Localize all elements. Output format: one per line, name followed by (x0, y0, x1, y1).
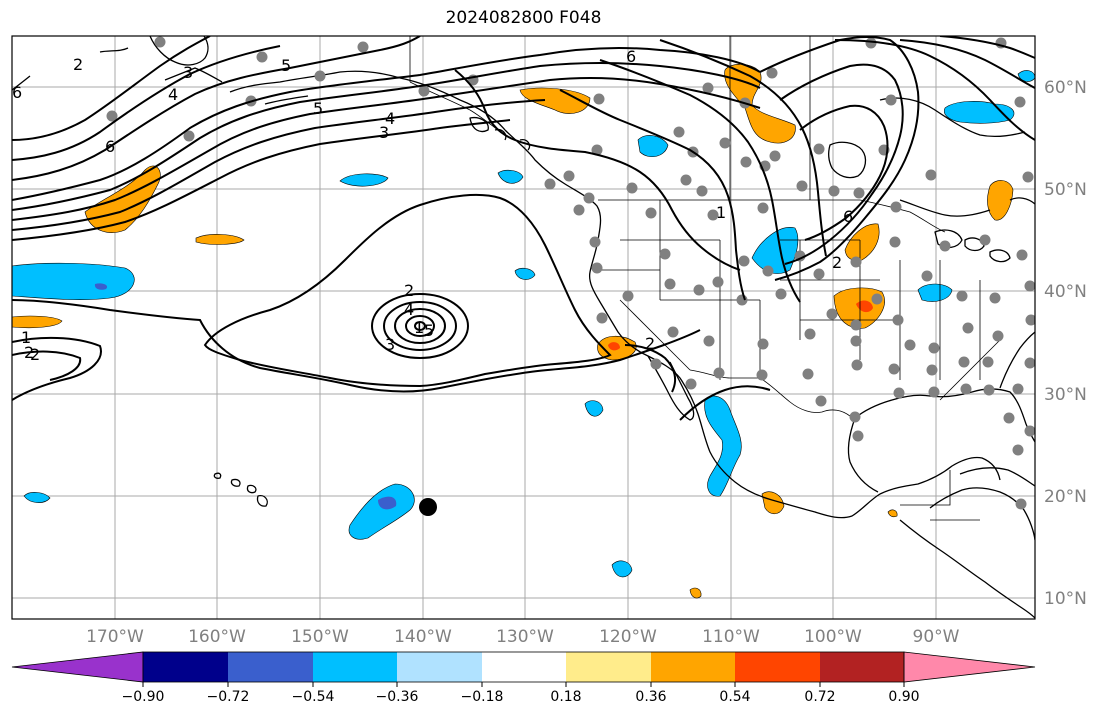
latitude-labels: 60°N 50°N 40°N 30°N 20°N 10°N (1044, 78, 1087, 609)
colorbar-bin (313, 652, 397, 682)
lon-label-100w: 100°W (804, 627, 862, 647)
contour-label: 2 (404, 281, 414, 300)
colorbar-bin (566, 652, 651, 682)
contour-labels: 2 3 4 5 6 6 5 4 3 6 1 2 1 6 2 2 4 3 5 1 … (12, 47, 853, 364)
contour-label: 1 (716, 203, 726, 222)
colorbar-tick-label: 0.72 (804, 689, 835, 705)
lon-label-130w: 130°W (496, 627, 554, 647)
colorbar-tick-label: −0.18 (461, 689, 504, 705)
political-borders (409, 36, 1001, 521)
colorbar-bin (228, 652, 313, 682)
colorbar-bin (482, 652, 566, 682)
colorbar-extend-right (903, 651, 1036, 683)
colorbar-tick-label: −0.54 (292, 689, 335, 705)
map-title: 2024082800 F048 (445, 8, 602, 28)
colorbar-bin (820, 652, 904, 682)
storm-marker (419, 498, 437, 516)
colorbar-tick-label: 0.18 (550, 689, 581, 705)
contour-label: 5 (313, 99, 323, 118)
longitude-labels: 170°W 160°W 150°W 140°W 130°W 120°W 110°… (86, 627, 960, 647)
contour-label: 2 (73, 55, 83, 74)
station-dots (106, 36, 1035, 510)
contour-label: 4 (385, 109, 395, 128)
contour-label: 2 (24, 343, 34, 362)
contour-label: 3 (183, 63, 193, 82)
lat-label-60n: 60°N (1044, 78, 1087, 98)
coastlines (12, 36, 1035, 619)
colorbar-tick-label: −0.36 (376, 689, 419, 705)
lon-label-170w: 170°W (86, 627, 144, 647)
colorbar-bin (397, 652, 482, 682)
colorbar: −0.90 −0.72 −0.54 −0.36 −0.18 0.18 0.36 … (11, 651, 1036, 705)
contour-label: 2 (832, 253, 842, 272)
contour-label: 3 (385, 335, 395, 354)
contour-label: 4 (404, 300, 414, 319)
colorbar-tick-label: −0.72 (207, 689, 250, 705)
contour-label: 2 (30, 345, 40, 364)
contour-lines (12, 36, 1035, 421)
lon-label-150w: 150°W (291, 627, 349, 647)
contour-label: 1 (21, 328, 31, 347)
contour-label: 5 (424, 321, 434, 340)
lon-label-120w: 120°W (599, 627, 657, 647)
map-panel (12, 36, 1035, 619)
colorbar-bin (143, 652, 228, 682)
lat-label-40n: 40°N (1044, 282, 1087, 302)
colorbar-tick-label: −0.90 (122, 689, 165, 705)
lat-label-10n: 10°N (1044, 589, 1087, 609)
contour-label: 6 (626, 47, 636, 66)
contour-label: 6 (105, 137, 115, 156)
lon-label-90w: 90°W (913, 627, 960, 647)
lat-label-20n: 20°N (1044, 487, 1087, 507)
lon-label-160w: 160°W (188, 627, 246, 647)
lon-label-140w: 140°W (394, 627, 452, 647)
map-frame (11, 35, 1036, 620)
colorbar-tick-label: 0.90 (888, 689, 919, 705)
contour-label: 5 (281, 56, 291, 75)
lon-label-110w: 110°W (702, 627, 760, 647)
lat-label-30n: 30°N (1044, 385, 1087, 405)
colorbar-bin (735, 652, 820, 682)
colorbar-tick-label: 0.36 (635, 689, 666, 705)
contour-label: 4 (168, 85, 178, 104)
lat-label-50n: 50°N (1044, 180, 1087, 200)
contour-label: 6 (843, 207, 853, 226)
colorbar-bin (651, 652, 735, 682)
colorbar-tick-label: 0.54 (719, 689, 750, 705)
contour-label: 6 (12, 83, 22, 102)
colorbar-frame (142, 651, 905, 683)
contour-label: 3 (379, 123, 389, 142)
contour-label: 2 (645, 334, 655, 353)
colorbar-extend-left (11, 651, 144, 683)
contour-label: 1 (414, 318, 424, 337)
